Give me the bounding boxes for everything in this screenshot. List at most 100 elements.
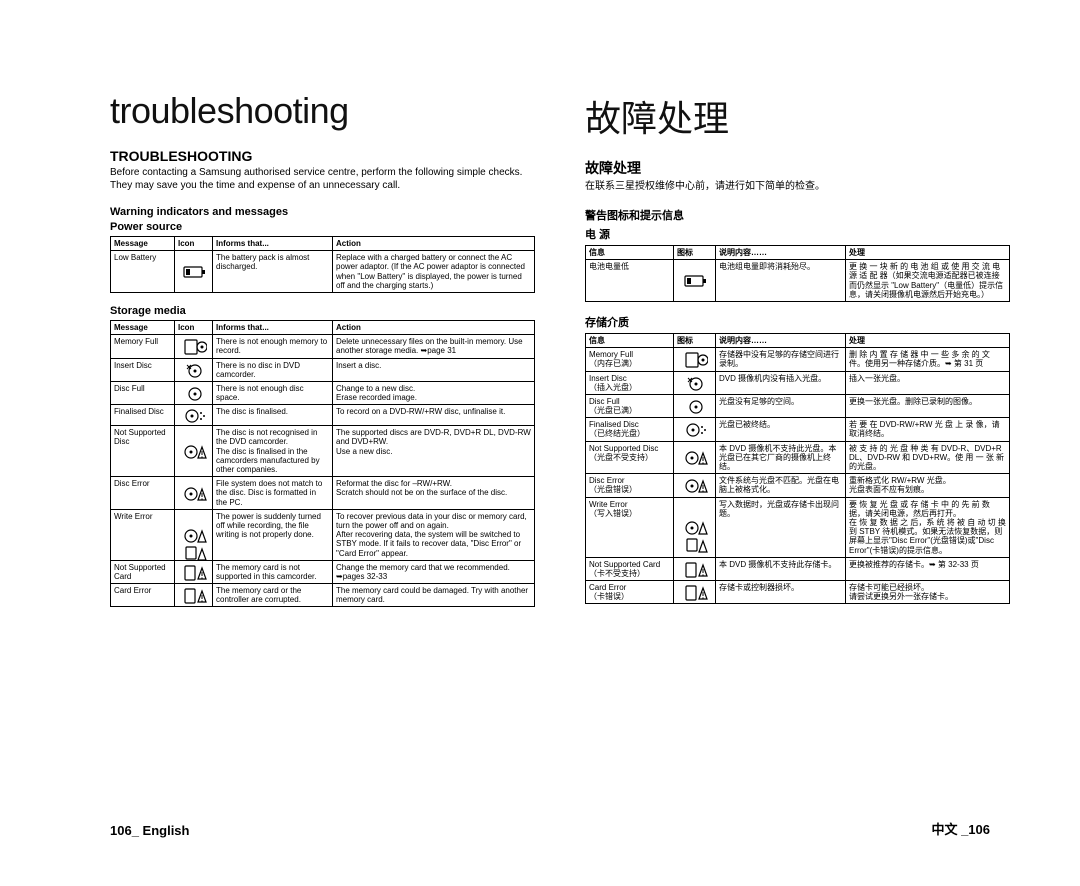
cell-message: Write Error （写入错误） [586, 497, 674, 557]
cell-message: Disc Error （光盘错误） [586, 474, 674, 497]
cell-message: Finalised Disc [111, 405, 175, 426]
section-storage-label-cn: 存储介质 [585, 314, 1010, 330]
table-row: Insert Disc （插入光盘）DVD 摄像机内没有插入光盘。插入一张光盘。 [586, 371, 1010, 394]
th-icon: 图标 [674, 333, 716, 347]
cell-message: Disc Error [111, 477, 175, 510]
cell-action: 更换被推荐的存储卡。➥ 第 32-33 页 [846, 557, 1010, 580]
cell-informs: The disc is finalised. [213, 405, 333, 426]
th-informs: Informs that... [213, 237, 333, 251]
cell-action: 要 恢 复 光 盘 或 存 储 卡 中 的 先 前 数 据，请关闭电源，然后再打… [846, 497, 1010, 557]
cell-informs: The battery pack is almost discharged. [213, 251, 333, 293]
card-icon [183, 339, 205, 353]
cell-icon [674, 497, 716, 557]
cell-icon [674, 348, 716, 371]
cell-informs: There is not enough memory to record. [213, 335, 333, 358]
card-icon [684, 352, 706, 366]
disc-final-icon [183, 408, 205, 422]
section-power-label-en: Power source [110, 221, 535, 233]
th-message: 信息 [586, 246, 674, 260]
left-column: troubleshooting TROUBLESHOOTING Before c… [110, 90, 535, 846]
cell-informs: The memory card or the controller are co… [213, 584, 333, 607]
cell-action: 删 除 内 置 存 储 器 中 一 些 多 余 的 文 件。使用另一种存储介质。… [846, 348, 1010, 371]
cell-action: 更 换 一 块 新 的 电 池 组 或 使 用 交 流 电 源 适 配 器（如果… [846, 260, 1010, 302]
subtitle-cn: 故障处理 [585, 158, 1010, 178]
cell-informs: The disc is not recognised in the DVD ca… [213, 426, 333, 477]
th-action: Action [333, 320, 535, 334]
table-row: Write Error The power is suddenly turned … [111, 509, 535, 560]
cell-action: To record on a DVD-RW/+RW disc, unfinali… [333, 405, 535, 426]
th-action: 处理 [846, 333, 1010, 347]
cell-action: Reformat the disc for –RW/+RW. Scratch s… [333, 477, 535, 510]
cell-message: Memory Full [111, 335, 175, 358]
cell-informs: 文件系统与光盘不匹配。光盘在电脑上被格式化。 [716, 474, 846, 497]
storage-table-en: Message Icon Informs that... Action Memo… [110, 320, 535, 608]
cell-message: Not Supported Card [111, 560, 175, 583]
table-row: Card ErrorThe memory card or the control… [111, 584, 535, 607]
th-message: Message [111, 320, 175, 334]
cell-informs: The power is suddenly turned off while r… [213, 509, 333, 560]
page-title-cn: 故障处理 [585, 90, 1010, 142]
cell-informs: 写入数据时，光盘或存储卡出现问题。 [716, 497, 846, 557]
storage-table-cn: 信息 图标 说明内容…… 处理 Memory Full （内存已满）存储器中没有… [585, 333, 1010, 605]
cell-informs: 本 DVD 摄像机不支持此光盘。本光盘已在其它厂商的摄像机上终结。 [716, 441, 846, 474]
th-informs: 说明内容…… [716, 333, 846, 347]
table-row: Not Supported Card The memory card is not… [111, 560, 535, 583]
cell-icon [674, 557, 716, 580]
cell-action: Delete unnecessary files on the built-in… [333, 335, 535, 358]
th-action: Action [333, 237, 535, 251]
subtitle-en: TROUBLESHOOTING [110, 148, 535, 164]
cell-action: 重新格式化 RW/+RW 光盘。 光盘表面不应有划痕。 [846, 474, 1010, 497]
disc-warn2-icon [684, 520, 706, 534]
section-warning-label-en: Warning indicators and messages [110, 206, 535, 218]
cell-icon [674, 581, 716, 604]
disc-warn-icon [183, 486, 205, 500]
table-row: Not Supported Disc The disc is not recogn… [111, 426, 535, 477]
cell-informs: 光盘没有足够的空间。 [716, 394, 846, 417]
th-icon: 图标 [674, 246, 716, 260]
cell-message: Low Battery [111, 251, 175, 293]
cell-informs: 本 DVD 摄像机不支持此存储卡。 [716, 557, 846, 580]
cell-action: To recover previous data in your disc or… [333, 509, 535, 560]
table-row: Disc Error File system does not match to … [111, 477, 535, 510]
page: troubleshooting TROUBLESHOOTING Before c… [0, 0, 1080, 886]
table-row: Disc Error （光盘错误） 文件系统与光盘不匹配。光盘在电脑上被格式化。重… [586, 474, 1010, 497]
th-message: Message [111, 237, 175, 251]
cell-icon [674, 260, 716, 302]
cell-message: Card Error （卡错误） [586, 581, 674, 604]
cell-message: Not Supported Disc （光盘不受支持） [586, 441, 674, 474]
intro-en: Before contacting a Samsung authorised s… [110, 166, 535, 192]
cell-icon [175, 584, 213, 607]
table-row: Card Error （卡错误）存储卡或控制器损坏。存储卡可能已经损坏。 请尝试… [586, 581, 1010, 604]
cell-action: 更换一张光盘。删除已录制的图像。 [846, 394, 1010, 417]
battery-icon [684, 274, 706, 288]
footer-cn: 中文 _106 [931, 819, 990, 838]
section-warning-label-cn: 警告图标和提示信息 [585, 207, 1010, 223]
cell-action: The supported discs are DVD-R, DVD+R DL,… [333, 426, 535, 477]
cell-icon [175, 381, 213, 404]
cell-message: Disc Full （光盘已满） [586, 394, 674, 417]
cell-informs: File system does not match to the disc. … [213, 477, 333, 510]
cell-informs: 电池组电量即将消耗殆尽。 [716, 260, 846, 302]
table-row: Memory Full （内存已满） 存储器中没有足够的存储空间进行录制。删 除 … [586, 348, 1010, 371]
cell-message: 电池电量低 [586, 260, 674, 302]
cell-message: Not Supported Disc [111, 426, 175, 477]
th-informs: 说明内容…… [716, 246, 846, 260]
cell-action: 被 支 持 的 光 盘 种 类 有 DVD-R、DVD+R DL、DVD-RW … [846, 441, 1010, 474]
table-row: Not Supported Card （卡不受支持）本 DVD 摄像机不支持此存… [586, 557, 1010, 580]
cell-message: Write Error [111, 509, 175, 560]
cell-icon [674, 394, 716, 417]
table-row: Finalised Disc （已终结光盘）光盘已被终结。若 要 在 DVD-R… [586, 418, 1010, 441]
cell-informs: 存储卡或控制器损坏。 [716, 581, 846, 604]
cell-message: Memory Full （内存已满） [586, 348, 674, 371]
cell-message: Disc Full [111, 381, 175, 404]
card-warn-icon [684, 562, 706, 576]
cell-icon [175, 358, 213, 381]
cell-informs: The memory card is not supported in this… [213, 560, 333, 583]
intro-cn: 在联系三星授权维修中心前，请进行如下简单的检查。 [585, 180, 1010, 193]
disc-insert-icon [684, 376, 706, 390]
table-row: 电池电量低电池组电量即将消耗殆尽。更 换 一 块 新 的 电 池 组 或 使 用… [586, 260, 1010, 302]
cell-icon [674, 441, 716, 474]
cell-informs: 存储器中没有足够的存储空间进行录制。 [716, 348, 846, 371]
cell-message: Insert Disc [111, 358, 175, 381]
disc-final-icon [684, 422, 706, 436]
